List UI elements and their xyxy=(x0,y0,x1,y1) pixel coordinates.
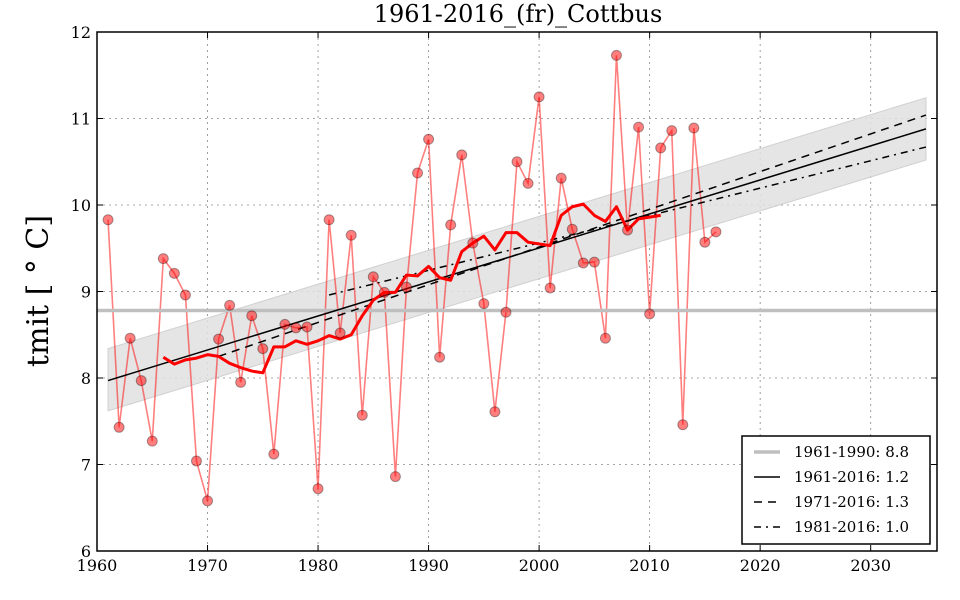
data-point xyxy=(655,142,667,154)
x-tick-label: 2030 xyxy=(850,556,891,575)
y-tick-label: 11 xyxy=(71,110,91,129)
y-axis-label: tmit [ ° C] xyxy=(21,215,56,367)
legend-label: 1981-2016: 1.0 xyxy=(794,518,909,536)
data-point xyxy=(688,122,700,134)
y-tick-label: 7 xyxy=(81,456,91,475)
data-point xyxy=(102,214,114,226)
data-point xyxy=(224,299,236,311)
legend: 1961-1990: 8.8 1961-2016: 1.2 1971-2016: 1… xyxy=(741,435,931,545)
data-point xyxy=(500,306,512,318)
data-point xyxy=(290,322,302,334)
data-point xyxy=(699,236,711,248)
x-tick-label: 2000 xyxy=(519,556,560,575)
data-point xyxy=(235,376,247,388)
data-point xyxy=(179,289,191,301)
x-tick-label: 1980 xyxy=(298,556,339,575)
x-tick-label: 1990 xyxy=(408,556,449,575)
data-point xyxy=(202,495,214,507)
data-point xyxy=(190,455,202,467)
y-tick-label: 10 xyxy=(71,196,91,215)
legend-label: 1961-2016: 1.2 xyxy=(794,468,909,486)
x-tick-label: 2010 xyxy=(629,556,670,575)
annual-line xyxy=(107,55,717,502)
plot-area: 1960 1970 1980 1990 2000 2010 2020 2030 6 7 8 9 10 11… xyxy=(71,23,938,575)
y-tick-label: 12 xyxy=(71,23,91,42)
data-point xyxy=(356,409,368,421)
data-point xyxy=(622,224,634,236)
data-point xyxy=(599,332,611,344)
data-point xyxy=(577,257,589,269)
x-tick-label: 2020 xyxy=(740,556,781,575)
x-tick-label: 1970 xyxy=(187,556,228,575)
data-point xyxy=(633,121,645,133)
series-group xyxy=(97,49,937,507)
data-point xyxy=(312,483,324,495)
data-point xyxy=(588,256,600,268)
data-point xyxy=(710,226,722,238)
x-tick-label: 1960 xyxy=(77,556,118,575)
data-point xyxy=(279,318,291,330)
data-point xyxy=(213,333,225,345)
data-point xyxy=(113,421,125,433)
data-point xyxy=(467,237,479,249)
data-point xyxy=(677,419,689,431)
data-point xyxy=(544,282,556,294)
chart-title: 1961-2016_(fr)_Cottbus xyxy=(374,0,663,28)
legend-box xyxy=(741,435,931,545)
data-point xyxy=(257,343,269,355)
data-point xyxy=(445,219,457,231)
data-point xyxy=(135,375,147,387)
data-point xyxy=(555,172,567,184)
data-point xyxy=(124,332,136,344)
data-point xyxy=(456,149,468,161)
data-point xyxy=(644,308,656,320)
data-point xyxy=(334,327,346,339)
data-point xyxy=(168,267,180,279)
data-point xyxy=(378,286,390,298)
data-point xyxy=(345,229,357,241)
data-point xyxy=(566,223,578,235)
data-point xyxy=(246,310,258,322)
data-point xyxy=(146,435,158,447)
data-point xyxy=(489,406,501,418)
data-point xyxy=(610,49,622,61)
legend-label: 1961-1990: 8.8 xyxy=(794,443,909,461)
data-point xyxy=(666,125,678,137)
data-point xyxy=(301,321,313,333)
data-point xyxy=(389,471,401,483)
y-tick-label: 6 xyxy=(81,542,91,561)
y-tick-label: 8 xyxy=(81,369,91,388)
data-point xyxy=(533,91,545,103)
data-point xyxy=(323,214,335,226)
data-point xyxy=(511,156,523,168)
trend-line-dashdot xyxy=(328,146,927,296)
data-point xyxy=(478,298,490,310)
y-tick-label: 9 xyxy=(81,283,91,302)
data-point xyxy=(157,253,169,265)
trend-line-dashed xyxy=(218,114,927,358)
moving-average-line xyxy=(162,202,661,375)
data-point xyxy=(400,281,412,293)
data-point xyxy=(522,177,534,189)
data-point xyxy=(434,351,446,363)
data-point xyxy=(423,133,435,145)
legend-label: 1971-2016: 1.3 xyxy=(794,493,909,511)
data-point xyxy=(412,167,424,179)
data-point xyxy=(268,448,280,460)
data-point xyxy=(367,271,379,283)
